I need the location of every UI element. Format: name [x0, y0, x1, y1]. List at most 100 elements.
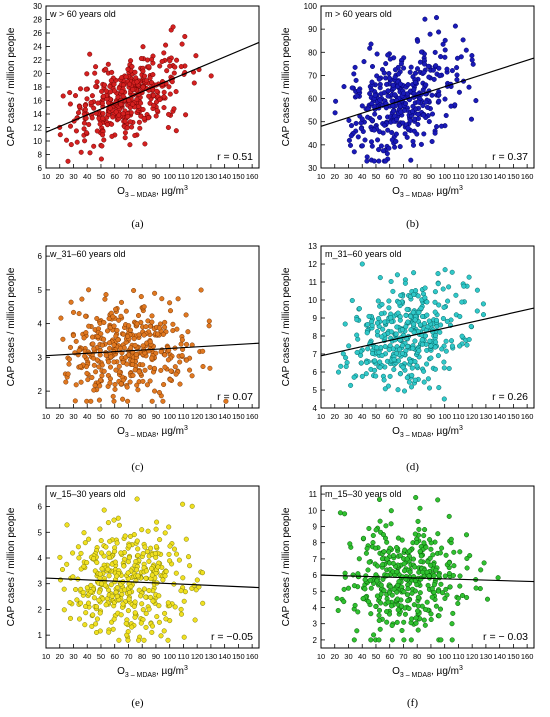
data-point — [385, 599, 391, 605]
data-point — [463, 47, 469, 53]
data-point — [376, 158, 382, 164]
x-axis-label: O3 – MDA8, µg/m3 — [117, 185, 188, 199]
data-point — [397, 314, 403, 320]
data-point — [393, 331, 399, 337]
data-point — [410, 103, 416, 109]
data-point — [421, 368, 427, 374]
data-point — [142, 73, 148, 79]
data-point — [404, 592, 411, 598]
data-point — [156, 619, 162, 625]
data-point — [433, 567, 439, 573]
data-point — [74, 597, 80, 603]
data-point — [385, 127, 391, 133]
data-point — [358, 360, 364, 366]
x-tick-label: 40 — [83, 412, 91, 421]
data-point — [371, 127, 377, 133]
data-point — [83, 603, 89, 609]
data-point — [167, 543, 173, 549]
data-point — [162, 610, 168, 616]
data-point — [125, 629, 131, 635]
regression-line — [320, 307, 535, 357]
data-point — [134, 321, 140, 327]
x-tick-label: 100 — [163, 172, 176, 181]
data-point — [141, 304, 147, 310]
data-point — [127, 589, 133, 596]
data-point — [408, 64, 414, 70]
data-point — [417, 322, 423, 328]
y-tick-label: 4 — [38, 320, 43, 329]
data-point — [109, 133, 115, 139]
regression-line — [320, 57, 535, 127]
data-point — [425, 63, 431, 69]
data-point — [183, 536, 189, 542]
data-point — [402, 280, 408, 286]
data-point — [412, 564, 418, 570]
data-point — [441, 304, 447, 310]
data-point — [443, 552, 449, 558]
data-point — [453, 292, 459, 298]
data-point — [352, 64, 358, 70]
data-point — [377, 359, 383, 365]
data-point — [426, 74, 432, 80]
data-point — [419, 337, 425, 343]
data-point — [102, 296, 108, 302]
y-tick-label: 30 — [308, 164, 317, 173]
data-point — [94, 616, 100, 622]
data-point — [140, 607, 146, 613]
data-point — [477, 586, 483, 592]
x-tick-label: 110 — [177, 652, 189, 661]
data-point — [362, 577, 368, 583]
data-point — [153, 99, 160, 105]
data-point — [433, 603, 439, 609]
data-point — [125, 637, 131, 643]
x-tick-label: 80 — [138, 172, 146, 181]
data-point — [118, 299, 125, 305]
data-point — [86, 287, 92, 293]
data-point — [442, 47, 448, 53]
x-axis-label-unit: , µg/m — [156, 186, 184, 197]
data-point — [389, 592, 395, 598]
y-tick-label: 3 — [313, 620, 318, 629]
x-tick-label: 50 — [372, 172, 380, 181]
data-point — [67, 101, 73, 107]
data-point — [354, 349, 360, 356]
x-tick-label: 130 — [205, 412, 218, 421]
data-point — [442, 54, 448, 60]
x-tick-label: 140 — [493, 412, 506, 421]
data-point — [154, 88, 160, 94]
data-point — [468, 116, 475, 122]
y-tick-label: 10 — [308, 506, 317, 515]
data-point — [178, 606, 184, 612]
data-point — [168, 368, 174, 374]
x-axis-label-sub: 3 – MDA8 — [400, 432, 431, 439]
data-point — [61, 586, 67, 592]
data-point — [170, 24, 176, 30]
x-axis-label-sup: 3 — [459, 425, 463, 432]
data-point — [111, 88, 118, 94]
data-point — [96, 364, 102, 370]
data-point — [223, 398, 229, 404]
data-point — [140, 378, 146, 384]
data-point — [57, 554, 63, 560]
y-tick-label: 9 — [313, 523, 318, 532]
x-tick-label: 150 — [507, 652, 520, 661]
data-point — [428, 611, 434, 617]
data-point — [173, 371, 179, 377]
data-point — [167, 558, 173, 564]
scatter-plot-a: 10 20 30 40 50 60 70 80 90 100 110 120 130 140 150 160 6… — [6, 2, 260, 199]
data-point — [436, 302, 442, 308]
data-point — [161, 628, 167, 634]
data-point — [138, 55, 144, 62]
y-tick-label: 7 — [313, 350, 318, 359]
data-point — [393, 131, 399, 137]
x-tick-label: 150 — [507, 412, 520, 421]
data-point — [122, 135, 128, 141]
data-point — [394, 116, 400, 122]
data-point — [114, 593, 120, 599]
x-tick-label: 20 — [56, 412, 64, 421]
regression-line — [45, 41, 260, 133]
y-tick-label: 90 — [308, 25, 317, 34]
x-axis-label-sub: 3 – MDA8 — [125, 672, 156, 679]
data-point — [78, 600, 84, 606]
y-axis-label: CAP cases / million people — [6, 27, 17, 146]
